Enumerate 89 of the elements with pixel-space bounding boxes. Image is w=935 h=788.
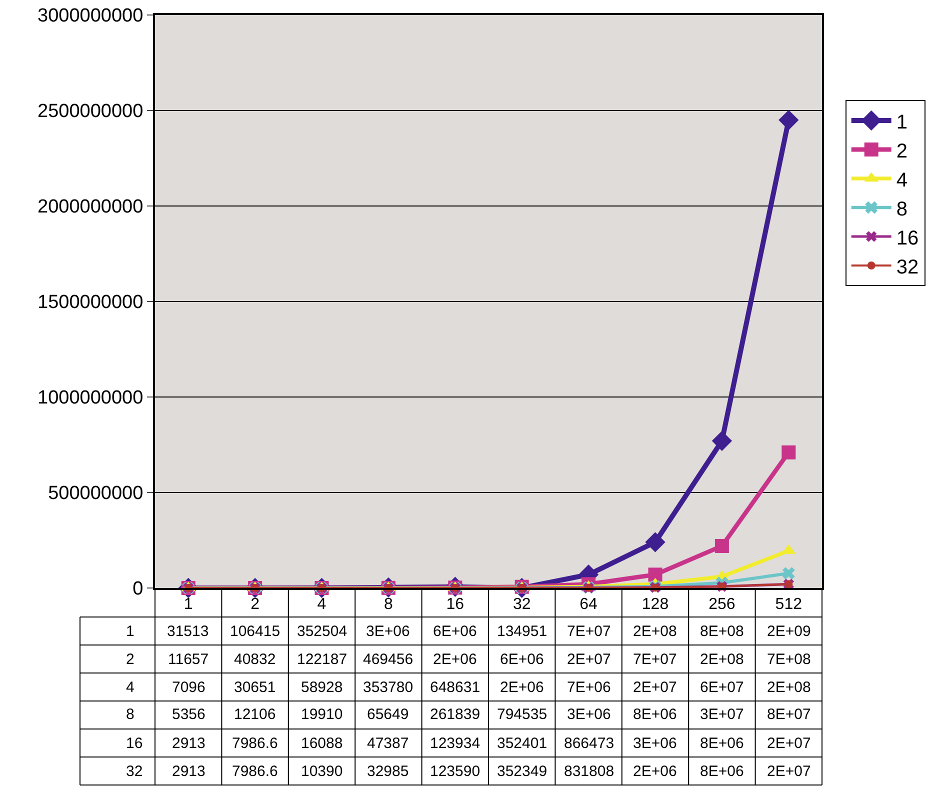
y-tick-label: 3000000000 [38, 6, 144, 27]
y-tick-label: 1500000000 [38, 292, 144, 314]
data-label: 8E+06 [633, 706, 677, 723]
category-label: 8 [126, 706, 134, 723]
x-tick-label: 8 [384, 596, 393, 614]
data-label: 352349 [497, 763, 548, 780]
data-label: 7E+07 [567, 623, 611, 640]
legend-label: 1 [896, 111, 908, 134]
data-label: 2E+07 [633, 679, 677, 696]
data-label: 8E+06 [700, 763, 744, 780]
data-label: 11657 [168, 651, 209, 668]
data-label: 7986.6 [232, 735, 278, 752]
data-label: 2E+06 [433, 651, 477, 668]
data-label: 58928 [301, 679, 343, 696]
data-label: 2E+06 [633, 763, 677, 780]
data-label: 30651 [234, 679, 276, 696]
data-label: 8E+07 [767, 706, 811, 723]
y-tick-label: 2000000000 [38, 196, 144, 218]
data-label: 6E+07 [700, 679, 744, 696]
legend-label: 4 [896, 169, 908, 192]
data-label: 7E+07 [633, 651, 677, 668]
data-label: 123590 [430, 763, 480, 780]
data-label: 2E+06 [500, 679, 544, 696]
x-tick-label: 16 [446, 596, 464, 614]
data-label: 794535 [497, 706, 548, 723]
x-tick-label: 2 [250, 596, 260, 614]
data-label: 123934 [430, 735, 480, 752]
data-label: 40832 [234, 651, 276, 668]
data-label: 2913 [172, 735, 206, 752]
data-label: 831808 [564, 763, 614, 780]
data-label: 2E+07 [767, 735, 811, 752]
data-label: 7986.6 [232, 763, 278, 780]
data-label: 261839 [430, 706, 480, 723]
data-label: 7E+06 [567, 679, 611, 696]
data-label: 3E+06 [366, 623, 410, 640]
data-label: 3E+07 [700, 706, 744, 723]
data-label: 106415 [230, 623, 280, 640]
data-label: 122187 [297, 651, 348, 668]
data-label: 7096 [172, 679, 206, 696]
data-label: 32985 [367, 763, 409, 780]
y-tick-label: 500000000 [48, 483, 144, 504]
data-label: 7E+08 [767, 651, 811, 668]
data-label: 47387 [367, 735, 409, 752]
x-tick-label: 128 [642, 596, 669, 614]
data-label: 2913 [172, 763, 206, 780]
data-label: 10390 [301, 763, 343, 780]
data-label: 16088 [301, 735, 343, 752]
data-label: 6E+06 [433, 623, 477, 640]
category-label: 16 [126, 735, 143, 752]
data-label: 12106 [234, 706, 276, 723]
category-label: 1 [126, 623, 134, 640]
data-label: 2E+07 [567, 651, 611, 668]
data-label: 648631 [430, 679, 480, 696]
x-tick-label: 256 [708, 596, 736, 614]
data-label: 2E+09 [767, 623, 811, 640]
data-label: 352401 [497, 735, 548, 752]
x-tick-label: 1 [184, 596, 193, 614]
x-tick-label: 512 [775, 596, 802, 614]
data-label: 2E+08 [633, 623, 677, 640]
y-tick-label: 1000000000 [38, 388, 144, 409]
data-label: 3E+06 [567, 706, 611, 723]
data-label: 8E+08 [700, 623, 744, 640]
legend-label: 2 [896, 140, 908, 162]
data-label: 2E+08 [767, 679, 811, 696]
data-label: 2E+07 [767, 763, 811, 780]
data-label: 2E+08 [700, 651, 744, 668]
data-label: 31513 [167, 623, 209, 640]
data-label: 6E+06 [500, 651, 544, 668]
data-label: 469456 [363, 651, 414, 668]
data-label: 19910 [301, 706, 343, 723]
data-label: 5356 [172, 706, 206, 723]
y-tick-label: 2500000000 [38, 101, 144, 122]
x-tick-label: 32 [512, 596, 531, 614]
data-label: 8E+06 [700, 735, 744, 752]
data-label: 352504 [297, 623, 348, 640]
legend-label: 32 [896, 256, 919, 278]
category-label: 2 [126, 651, 134, 668]
data-label: 134951 [497, 623, 548, 640]
category-label: 4 [126, 679, 134, 696]
data-label: 353780 [363, 679, 414, 696]
data-label: 65649 [367, 706, 409, 723]
x-tick-label: 4 [317, 596, 326, 614]
legend-label: 16 [896, 227, 919, 250]
data-label: 866473 [564, 735, 614, 752]
y-tick-label: 0 [132, 578, 144, 600]
category-label: 32 [126, 763, 143, 780]
data-label: 3E+06 [633, 735, 677, 752]
legend-label: 8 [896, 198, 908, 220]
x-tick-label: 64 [580, 596, 598, 614]
